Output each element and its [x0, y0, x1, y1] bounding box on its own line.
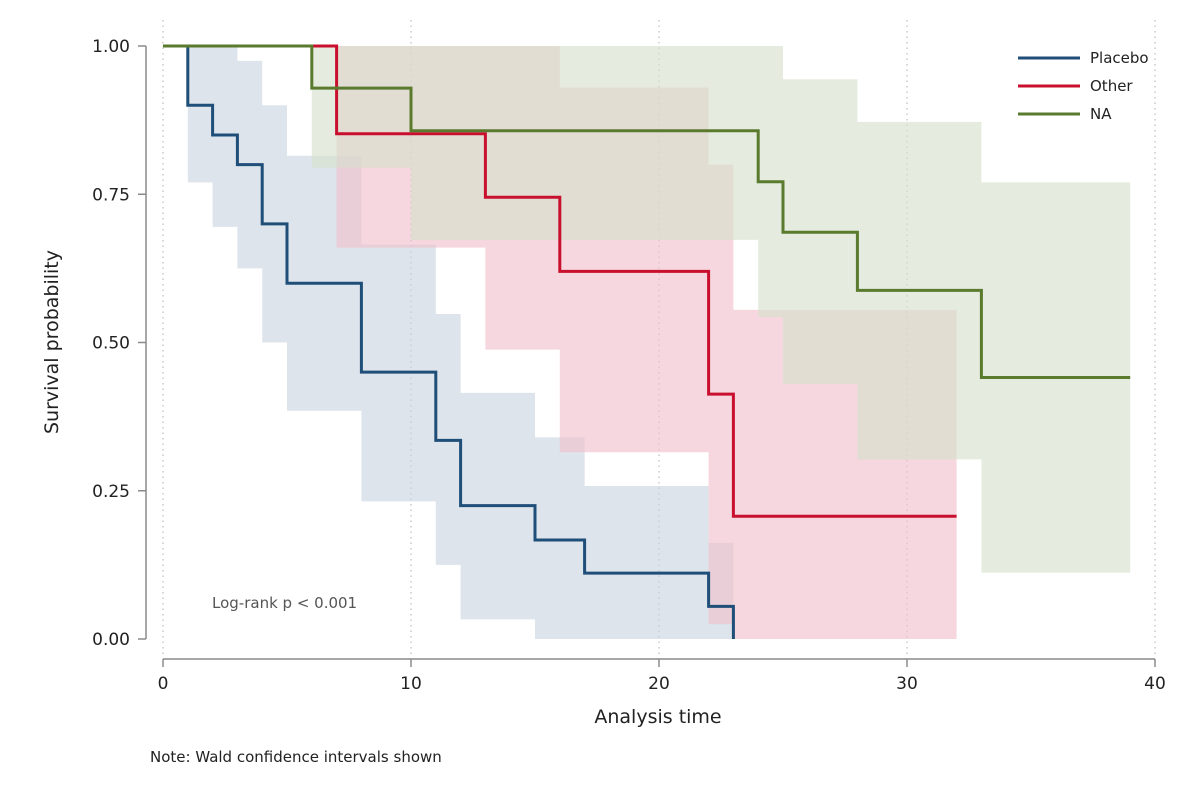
survival-curves	[163, 44, 1131, 639]
x-axis-title: Analysis time	[594, 706, 721, 728]
survival-curve-other	[163, 44, 957, 518]
footnote: Note: Wald confidence intervals shown	[150, 748, 442, 766]
y-tick-label: 0.25	[92, 482, 130, 502]
ci-band-na	[163, 46, 1131, 573]
legend-label-na: NA	[1090, 105, 1112, 123]
y-tick-label: 0.50	[92, 334, 130, 354]
legend: Placebo Other NA	[1018, 49, 1149, 123]
y-axis-ticks: 0.00 0.25 0.50 0.75 1.00	[92, 37, 146, 650]
x-tick-label: 10	[400, 674, 422, 694]
survival-curve-na	[163, 44, 1131, 379]
x-tick-label: 40	[1144, 674, 1166, 694]
y-axis-title: Survival probability	[41, 250, 63, 434]
x-axis-ticks: 0 10 20 30 40	[158, 659, 1166, 694]
x-tick-label: 20	[648, 674, 670, 694]
y-tick-label: 0.75	[92, 185, 130, 205]
legend-label-placebo: Placebo	[1090, 49, 1149, 67]
legend-label-other: Other	[1090, 77, 1133, 95]
y-tick-label: 1.00	[92, 37, 130, 57]
logrank-annotation: Log-rank p < 0.001	[212, 594, 357, 612]
x-tick-label: 30	[896, 674, 918, 694]
ci-band-placebo	[163, 46, 734, 639]
ci-band-other	[163, 46, 957, 639]
survival-curve-placebo	[163, 44, 735, 639]
x-tick-label: 0	[158, 674, 169, 694]
confidence-bands	[163, 46, 1131, 639]
y-tick-label: 0.00	[92, 630, 130, 650]
